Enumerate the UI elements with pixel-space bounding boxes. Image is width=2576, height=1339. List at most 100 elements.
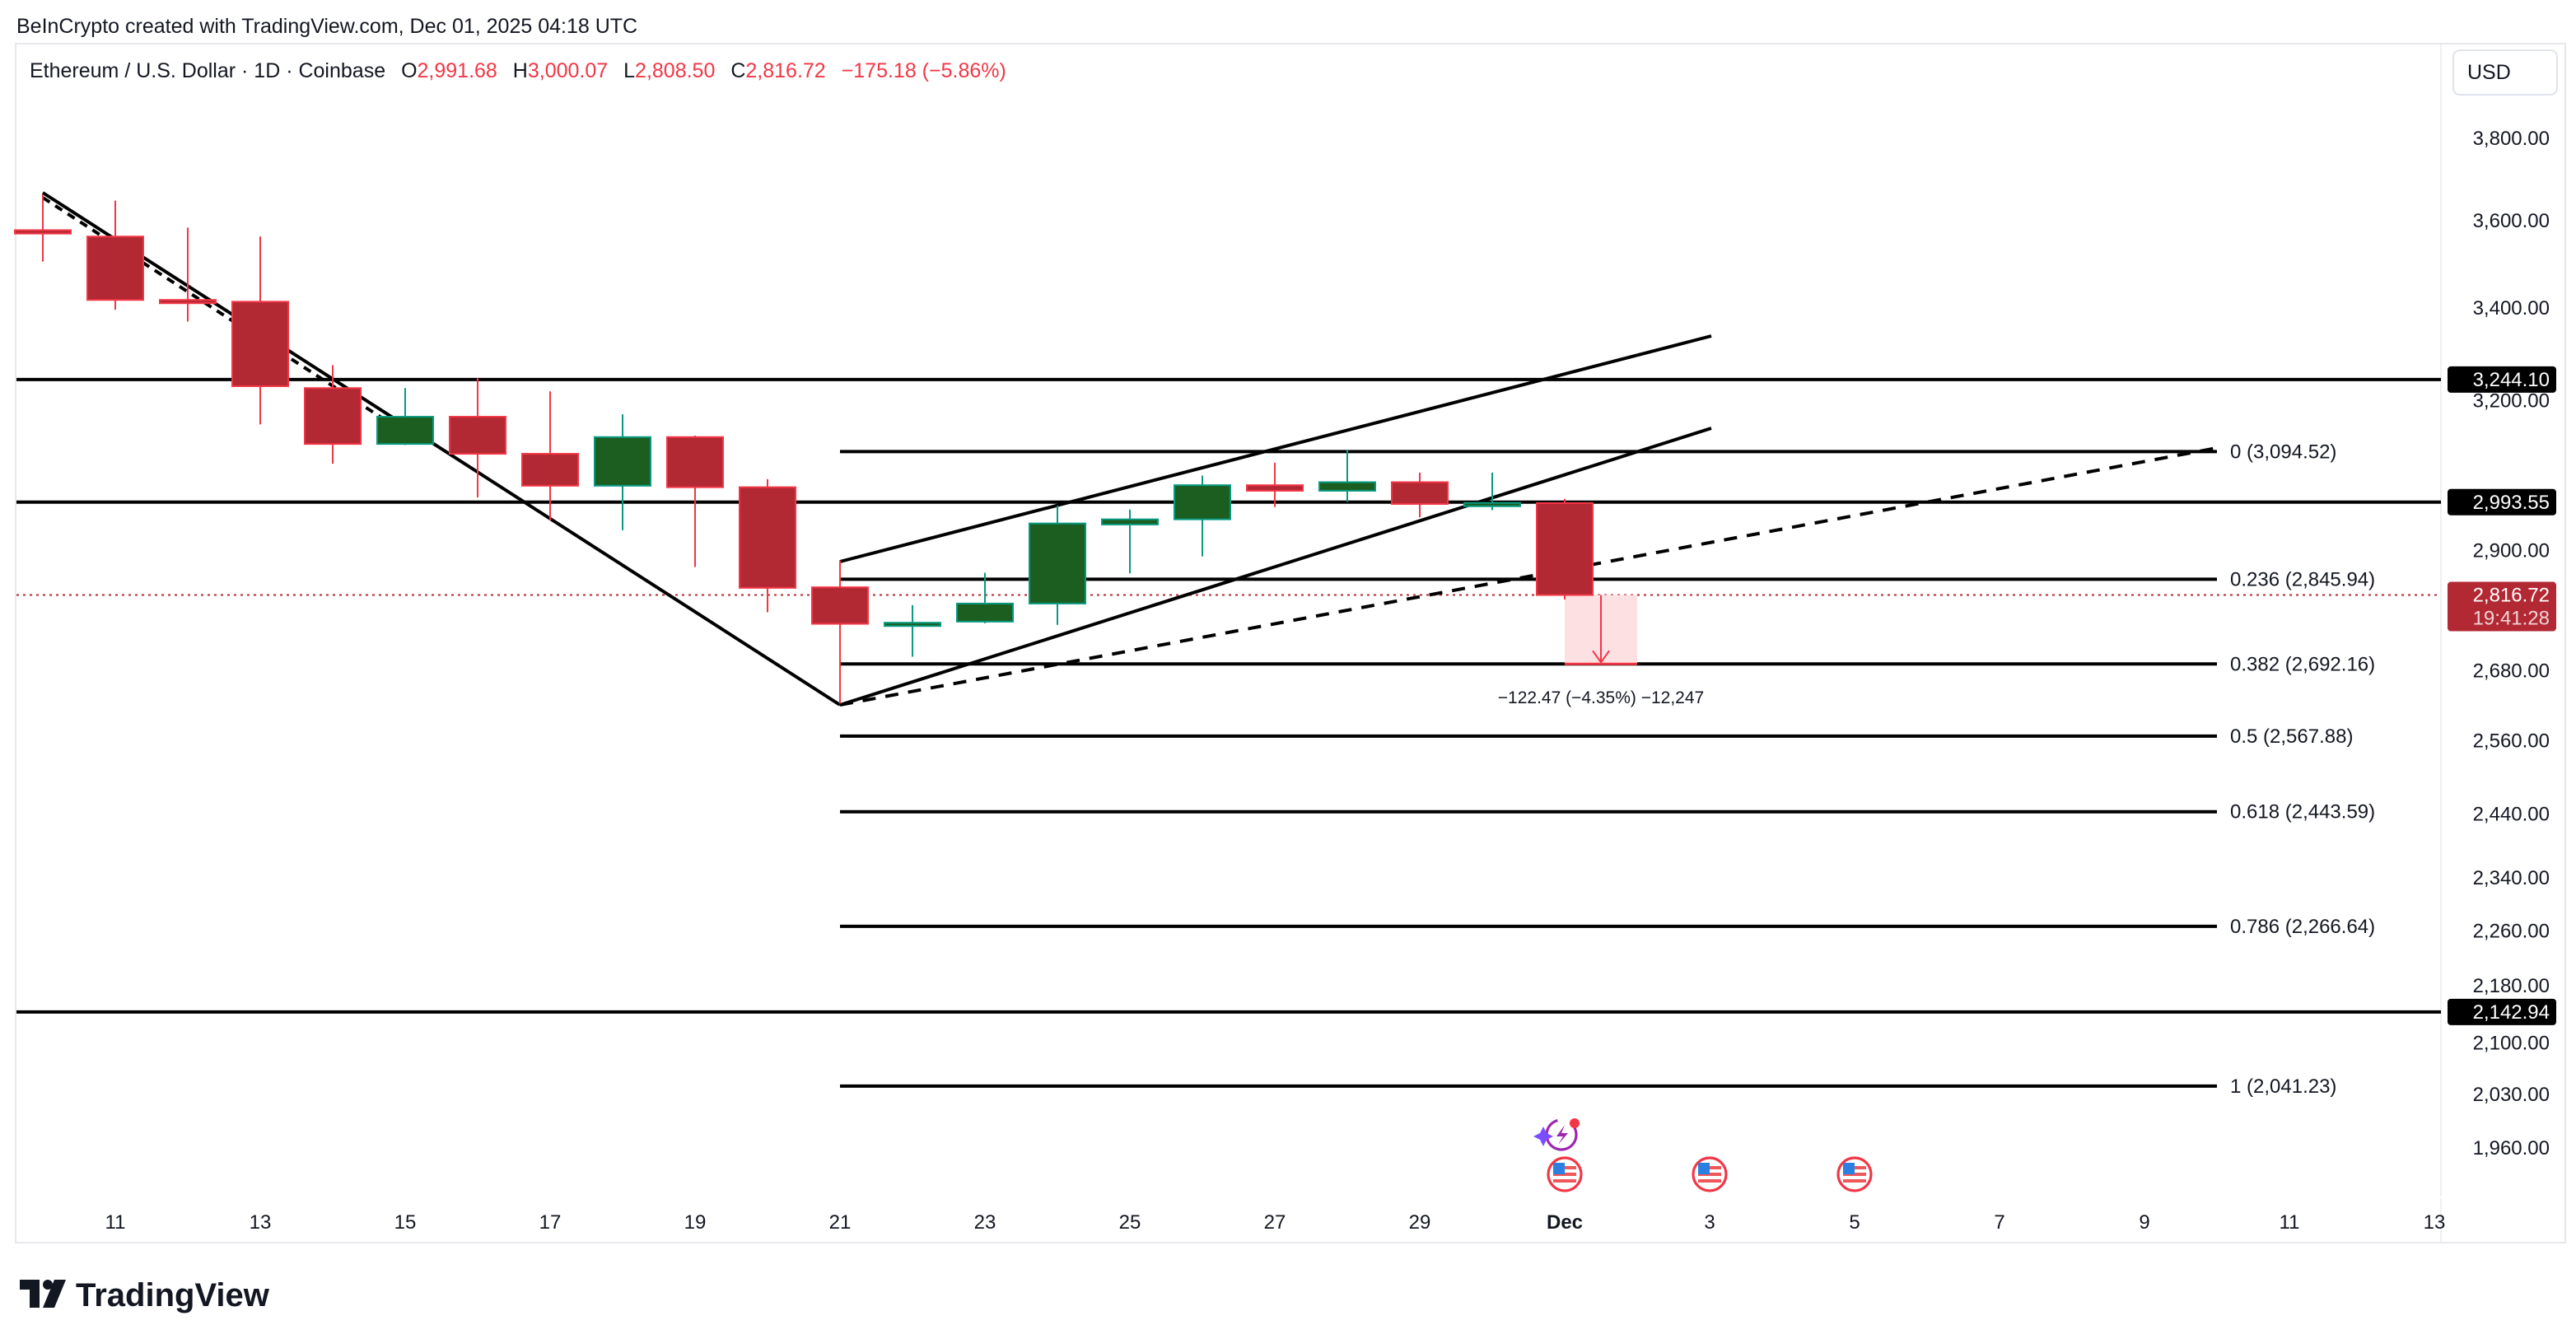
channel-lower-line[interactable] [839,427,1712,707]
candle [1463,472,1521,511]
time-tick-label: 13 [250,1211,272,1234]
candles [14,194,1594,704]
price-tick-label: 3,400.00 [2473,297,2550,320]
price-tick-label: 2,340.00 [2473,867,2550,889]
candle [231,236,289,425]
candle [956,572,1014,623]
level-price-tag [2448,488,2556,516]
fib-level-label: 0.618 (2,443.59) [2230,801,2375,823]
low-label: L [623,59,635,82]
price-tick-label: 2,680.00 [2473,660,2550,683]
candle-body [739,486,796,589]
fib-level-label: 0 (3,094.52) [2230,441,2336,463]
candle [449,378,506,497]
ohlc-legend: Ethereum / U.S. Dollar · 1D · Coinbase O… [30,59,1006,82]
price-tick-label: 2,100.00 [2473,1032,2550,1054]
candle-body [231,301,289,387]
time-tick-label: 23 [974,1211,996,1234]
time-tick-label: 5 [1849,1211,1860,1234]
candle [159,227,217,322]
symbol-label: Ethereum / U.S. Dollar · 1D · Coinbase [30,59,385,82]
currency-button[interactable]: USD [2452,49,2558,96]
candle-body [1536,502,1594,596]
candle-body [159,299,217,305]
candle [1536,498,1594,600]
open-value: 2,991.68 [418,59,497,82]
time-tick-label: 27 [1264,1211,1286,1234]
fibonacci-retracement[interactable]: 0 (3,094.52) 0.236 (2,845.94) 0.382 (2,692… [840,441,2375,1098]
high-value: 3,000.07 [528,59,608,82]
candle [1174,475,1231,557]
channel-upper-line[interactable] [839,334,1712,563]
countdown-label: 19:41:28 [2473,608,2550,630]
candle [884,604,941,657]
open-label: O [401,59,417,82]
flag-canton [1553,1163,1565,1174]
descending-trendline-dashed[interactable] [41,196,397,428]
tradingview-logo-icon [20,1280,40,1308]
price-tick-label: 2,440.00 [2473,803,2550,825]
high-label: H [513,59,528,82]
tradingview-logo-text: TradingView [76,1277,270,1313]
us-flag-event-icon[interactable] [1547,1156,1583,1192]
attribution-text: BeInCrypto created with TradingView.com,… [16,15,637,38]
price-tick-label: 1,960.00 [2473,1137,2550,1159]
candle-body [1246,484,1304,492]
close-label: C [730,59,745,82]
tradingview-logo[interactable]: TradingView [20,1277,270,1313]
arrow-head-icon [1592,650,1610,665]
candle-body [521,453,579,487]
us-flag-event-icon[interactable] [1836,1156,1873,1192]
candle [811,560,869,704]
price-tick-label: 2,030.00 [2473,1084,2550,1106]
candle-body [1318,481,1376,492]
current-price-tag [2448,581,2556,632]
time-tick-label: 17 [539,1211,562,1234]
chart-pane[interactable] [15,43,2566,1243]
fib-level-label: 1 (2,041.23) [2230,1075,2336,1098]
time-tick-label: 11 [2280,1211,2300,1234]
candle-body [376,416,434,446]
candle-body [14,229,72,235]
descending-trendline[interactable] [41,191,842,707]
time-tick-label: 9 [2139,1211,2149,1234]
level-price-tag-label: 3,244.10 [2473,369,2550,391]
price-range-measure[interactable]: −122.47 (−4.35%) −12,247 [1498,595,1704,707]
time-tick-label: 25 [1119,1211,1141,1234]
time-tick-label: 29 [1409,1211,1431,1234]
candle [1101,509,1159,574]
time-axis[interactable]: 11 13 15 17 19 21 23 25 27 29 Dec 3 5 7 9 11 13 [105,1211,2446,1234]
time-tick-label: 19 [684,1211,707,1234]
fib-level-label: 0.236 (2,845.94) [2230,568,2375,590]
candle [1318,450,1376,502]
us-flag-event-icon[interactable] [1692,1156,1728,1192]
currency-label: USD [2467,61,2511,84]
level-price-tag [2448,366,2556,393]
dashed-support-line[interactable] [839,446,2218,707]
level-price-tag-label: 2,993.55 [2473,492,2550,514]
lightning-event-icon[interactable] [1533,1118,1580,1151]
candle [521,391,579,520]
price-tick-label: 3,200.00 [2473,390,2550,412]
candle [376,388,434,446]
candle-body [884,622,941,628]
candle-body [1101,518,1159,525]
candle-body [666,436,724,488]
fib-level-label: 0.382 (2,692.16) [2230,653,2375,675]
candle-body [86,236,144,301]
price-axis[interactable]: 3,800.00 3,600.00 3,400.00 3,200.00 2,900.00… [2473,128,2550,1159]
time-tick-label: 7 [1994,1211,2004,1234]
measure-label: −122.47 (−4.35%) −12,247 [1498,688,1704,707]
flag-canton [1698,1163,1710,1174]
candle-body [956,602,1014,623]
price-tick-label: 3,800.00 [2473,128,2550,150]
candle-body [1391,481,1449,505]
price-tick-label: 2,560.00 [2473,730,2550,753]
candle-body [1463,502,1521,507]
time-tick-label: 13 [2424,1211,2446,1234]
fib-level-label: 0.786 (2,266.64) [2230,916,2375,938]
current-price-label: 2,816.72 [2473,585,2550,607]
candle [14,194,72,262]
level-price-tag-label: 2,142.94 [2473,1001,2550,1024]
